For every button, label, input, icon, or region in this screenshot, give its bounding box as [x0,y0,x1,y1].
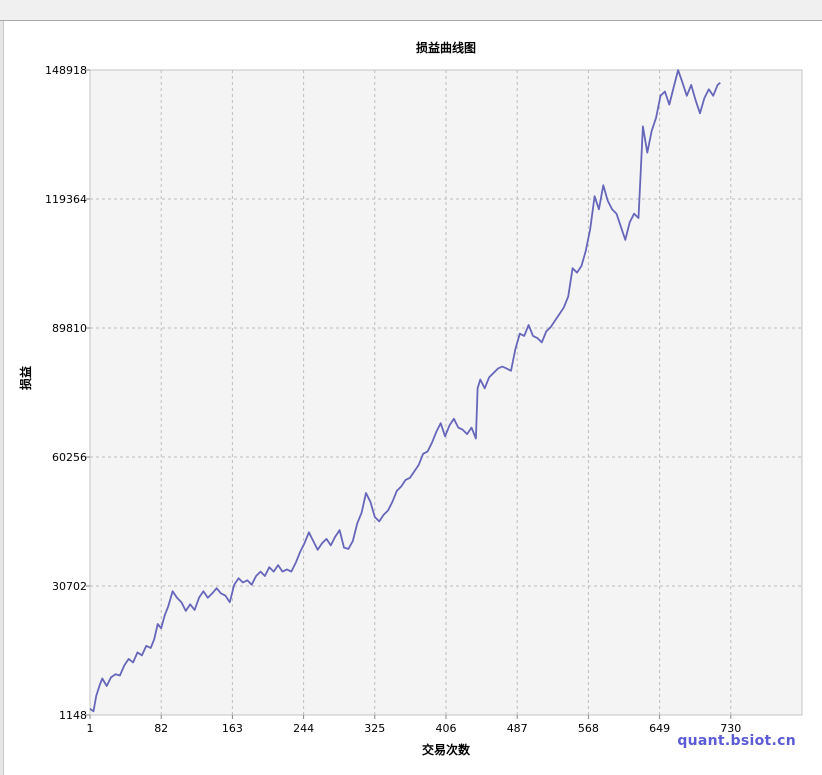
axis-ticks: 1148 30702 60256 89810 119364 148918 1 82 163 244… [45,64,741,735]
x-tick-label: 163 [222,722,243,735]
chart-title: 损益曲线图 [416,40,476,55]
y-axis-label: 损益 [18,366,33,390]
site-watermark: quant.bsiot.cn [677,733,796,749]
x-tick-label: 82 [154,722,168,735]
y-tick-label: 30702 [52,580,87,593]
x-tick-label: 487 [507,722,528,735]
series-layer [89,69,721,713]
x-tick-label: 568 [578,722,599,735]
pnl-series-line [89,69,721,713]
x-tick-label: 406 [436,722,457,735]
plot-area [90,70,802,715]
y-tick-label: 1148 [59,709,87,722]
window-left-edge [0,21,4,775]
y-tick-label: 119364 [45,193,87,206]
window-titlebar [0,0,822,21]
x-tick-label: 325 [364,722,385,735]
y-tick-label: 60256 [52,451,87,464]
x-axis-label: 交易次数 [422,742,471,757]
y-tick-label: 89810 [52,322,87,335]
y-tick-label: 148918 [45,64,87,77]
x-tick-label: 244 [293,722,314,735]
x-tick-label: 730 [720,722,741,735]
x-tick-label: 1 [87,722,94,735]
x-tick-label: 649 [649,722,670,735]
